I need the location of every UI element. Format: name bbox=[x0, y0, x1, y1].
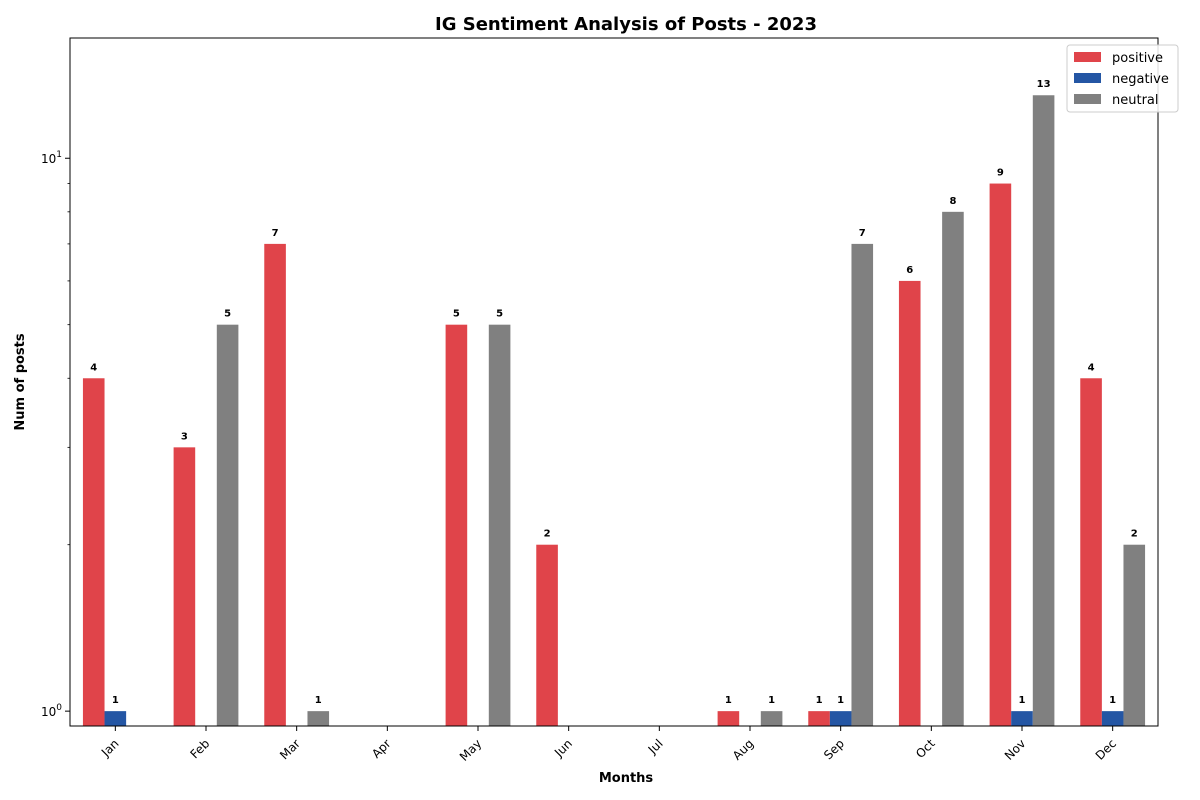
data-label-positive-nov: 9 bbox=[997, 168, 1004, 179]
bar-neutral-mar bbox=[307, 711, 330, 726]
x-tick-label-nov: Nov bbox=[1002, 736, 1028, 762]
legend: positive negative neutral bbox=[1066, 44, 1179, 113]
bar-positive-mar bbox=[264, 243, 286, 727]
x-axis-label: Months bbox=[599, 771, 654, 786]
y-tick-label: 101 bbox=[41, 150, 62, 166]
data-label-positive-jun: 2 bbox=[544, 529, 551, 540]
bar-positive-oct bbox=[898, 280, 921, 726]
bar-neutral-sep bbox=[851, 243, 874, 727]
bar-positive-nov bbox=[989, 183, 1012, 727]
x-tick-label-jun: Jun bbox=[551, 736, 575, 760]
y-axis-ticks: 100 101 bbox=[41, 150, 70, 719]
legend-swatch-neutral bbox=[1074, 94, 1101, 104]
data-label-positive-may: 5 bbox=[453, 309, 460, 320]
legend-label-negative: negative bbox=[1112, 72, 1169, 87]
data-label-negative-sep: 1 bbox=[837, 695, 844, 706]
data-label-positive-aug: 1 bbox=[725, 695, 732, 706]
bar-neutral-aug bbox=[760, 711, 783, 726]
bar-neutral-nov bbox=[1032, 95, 1055, 727]
bar-neutral-oct bbox=[942, 211, 964, 727]
bar-positive-jan bbox=[82, 378, 105, 726]
data-label-positive-dec: 4 bbox=[1088, 362, 1095, 373]
bar-negative-sep bbox=[829, 711, 852, 726]
y-tick-label: 100 bbox=[41, 703, 62, 719]
x-tick-label-apr: Apr bbox=[369, 736, 394, 761]
bar-negative-nov bbox=[1011, 711, 1033, 726]
data-label-neutral-may: 5 bbox=[496, 309, 503, 320]
bar-neutral-dec bbox=[1123, 544, 1146, 726]
data-label-negative-dec: 1 bbox=[1109, 695, 1116, 706]
bar-positive-feb bbox=[173, 447, 196, 726]
x-tick-label-dec: Dec bbox=[1093, 736, 1119, 762]
legend-swatch-positive bbox=[1074, 52, 1101, 62]
x-tick-label-jan: Jan bbox=[98, 736, 122, 760]
bar-positive-may bbox=[445, 324, 468, 726]
legend-label-positive: positive bbox=[1112, 51, 1163, 66]
bar-positive-aug bbox=[717, 711, 740, 726]
chart-title: IG Sentiment Analysis of Posts - 2023 bbox=[435, 14, 817, 35]
data-label-neutral-mar: 1 bbox=[315, 695, 322, 706]
bar-neutral-feb bbox=[216, 324, 239, 726]
y-axis-label: Num of posts bbox=[13, 333, 28, 431]
data-label-negative-jan: 1 bbox=[112, 695, 119, 706]
data-label-neutral-feb: 5 bbox=[224, 309, 231, 320]
bar-positive-jun bbox=[536, 544, 558, 726]
legend-swatch-negative bbox=[1074, 73, 1101, 83]
bar-positive-dec bbox=[1080, 378, 1102, 726]
legend-label-neutral: neutral bbox=[1112, 93, 1159, 108]
x-axis-ticks: Jan Feb Mar Apr May Jun Jul Aug Sep Oct Nov Dec bbox=[98, 726, 1119, 764]
data-label-positive-mar: 7 bbox=[272, 228, 279, 239]
data-label-neutral-aug: 1 bbox=[768, 695, 775, 706]
x-tick-label-feb: Feb bbox=[187, 736, 212, 761]
x-tick-label-jul: Jul bbox=[645, 736, 666, 757]
x-tick-label-sep: Sep bbox=[821, 736, 847, 762]
data-label-neutral-dec: 2 bbox=[1131, 529, 1138, 540]
bar-neutral-may bbox=[488, 324, 511, 726]
x-tick-label-mar: Mar bbox=[277, 736, 303, 762]
data-label-negative-nov: 1 bbox=[1019, 695, 1026, 706]
bar-negative-dec bbox=[1101, 711, 1124, 726]
x-tick-label-aug: Aug bbox=[730, 736, 756, 762]
x-tick-label-may: May bbox=[457, 736, 484, 763]
data-label-positive-oct: 6 bbox=[906, 265, 913, 276]
data-label-positive-jan: 4 bbox=[90, 362, 97, 373]
bar-negative-jan bbox=[104, 711, 127, 726]
bar-positive-sep bbox=[808, 711, 830, 726]
data-label-positive-feb: 3 bbox=[181, 431, 188, 442]
data-label-neutral-sep: 7 bbox=[859, 228, 866, 239]
data-label-positive-sep: 1 bbox=[816, 695, 823, 706]
bars-group bbox=[82, 95, 1146, 727]
x-tick-label-oct: Oct bbox=[913, 736, 938, 761]
plot-area-frame bbox=[69, 37, 1159, 727]
data-label-neutral-oct: 8 bbox=[949, 196, 956, 207]
data-label-neutral-nov: 13 bbox=[1037, 79, 1051, 90]
